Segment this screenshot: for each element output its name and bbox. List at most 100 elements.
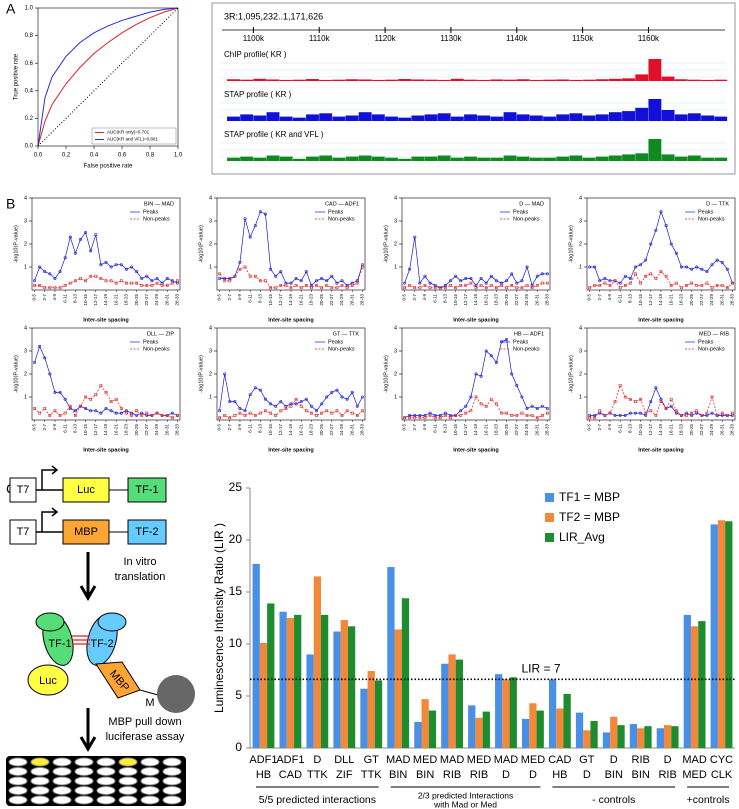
- well: [118, 795, 138, 805]
- y-tick-label: 20: [229, 532, 243, 546]
- track-bar: [582, 115, 596, 121]
- point: [43, 270, 47, 274]
- label: TF-1: [48, 638, 71, 650]
- point: [315, 413, 318, 417]
- y-tick-label: 0.0: [25, 144, 34, 150]
- point: [238, 260, 242, 264]
- x-tick-label: 18-23: [124, 294, 129, 306]
- reference-label: LIR = 7: [521, 662, 560, 676]
- bar: [656, 728, 665, 748]
- track-bar: [464, 79, 477, 81]
- track-bar: [437, 155, 451, 161]
- point: [484, 286, 488, 290]
- point: [546, 281, 549, 285]
- point: [664, 224, 668, 228]
- well: [8, 767, 28, 776]
- point: [58, 390, 62, 394]
- point: [170, 281, 174, 285]
- interaction: [72, 635, 90, 645]
- x-tick-label: 28-33: [175, 424, 180, 436]
- point: [479, 276, 483, 280]
- y-tick-label: 4: [24, 195, 27, 201]
- legend-label: TF1 = MBP: [559, 490, 620, 504]
- point: [634, 400, 637, 404]
- x-tick-label: 0-5: [402, 424, 407, 431]
- step-text: MBP pull down: [108, 716, 181, 728]
- x-tick-label: 18-23: [494, 294, 499, 306]
- point: [109, 265, 113, 269]
- track-bar: [306, 114, 319, 121]
- point: [89, 409, 93, 413]
- point: [593, 265, 597, 269]
- x-tick-label: 8-13: [258, 294, 263, 304]
- point: [299, 286, 303, 290]
- legend-label: TF2 = MBP: [559, 510, 620, 524]
- point: [403, 286, 406, 290]
- tf1-shape: [35, 612, 65, 632]
- series-line: [219, 373, 363, 412]
- point: [710, 263, 714, 267]
- x-tick-label: 1160k: [638, 34, 660, 43]
- x-tick-label: 14-19: [288, 294, 293, 306]
- x-tick-label: 22-27: [329, 424, 334, 436]
- track-bar: [608, 112, 622, 121]
- point: [335, 286, 339, 290]
- y-tick-label: 4: [394, 325, 397, 331]
- point: [258, 279, 262, 283]
- point: [639, 411, 643, 415]
- track-bar: [661, 154, 675, 161]
- point: [109, 400, 113, 404]
- x-tick-label: 14-19: [658, 424, 663, 436]
- point: [330, 286, 334, 290]
- point: [438, 286, 442, 290]
- bar: [482, 711, 490, 748]
- point: [279, 400, 283, 404]
- x-tick-label: 22-27: [329, 294, 334, 306]
- point: [715, 283, 719, 287]
- track-bar: [503, 112, 517, 121]
- well: [140, 757, 160, 767]
- point: [464, 276, 468, 280]
- x-tick-label: 12-17: [463, 424, 468, 436]
- point: [418, 281, 422, 285]
- point: [320, 402, 324, 406]
- x-tick-label: 10-15: [453, 424, 458, 436]
- track-bar: [292, 158, 306, 161]
- x-tick-label: 8-13: [258, 424, 263, 434]
- label: Luc: [77, 484, 95, 496]
- point: [73, 251, 77, 255]
- x-tick-label: 2-7: [597, 294, 602, 301]
- bar: [717, 520, 726, 748]
- bar: [360, 688, 368, 748]
- point: [218, 272, 221, 276]
- series-line: [34, 384, 178, 419]
- point: [705, 270, 709, 274]
- point: [218, 416, 221, 420]
- point: [335, 281, 339, 285]
- point: [279, 270, 283, 274]
- point: [500, 411, 503, 415]
- point: [443, 286, 447, 290]
- group-label: 2/3 predicted Interactions: [418, 790, 513, 800]
- chart-title: D — TTK: [706, 201, 729, 207]
- point: [495, 402, 498, 406]
- x-tick-label: 24-29: [709, 294, 714, 306]
- track-bar: [279, 79, 293, 81]
- x-tick-label: 18-23: [309, 424, 314, 436]
- bar: [617, 725, 625, 748]
- bar: [495, 674, 503, 748]
- point: [84, 279, 87, 283]
- point: [449, 416, 452, 420]
- x-tick-label: 0-5: [587, 424, 592, 431]
- well: [118, 767, 138, 776]
- box: [127, 477, 167, 503]
- track-bar: [332, 116, 346, 121]
- y-tick-label: 1: [394, 264, 397, 270]
- track-bar: [398, 158, 412, 161]
- bar: [294, 614, 302, 748]
- point: [525, 406, 529, 410]
- x-tick-label: 6-11: [62, 424, 67, 433]
- y-tick-label: 2: [394, 241, 397, 247]
- point: [43, 407, 47, 410]
- point: [79, 277, 82, 280]
